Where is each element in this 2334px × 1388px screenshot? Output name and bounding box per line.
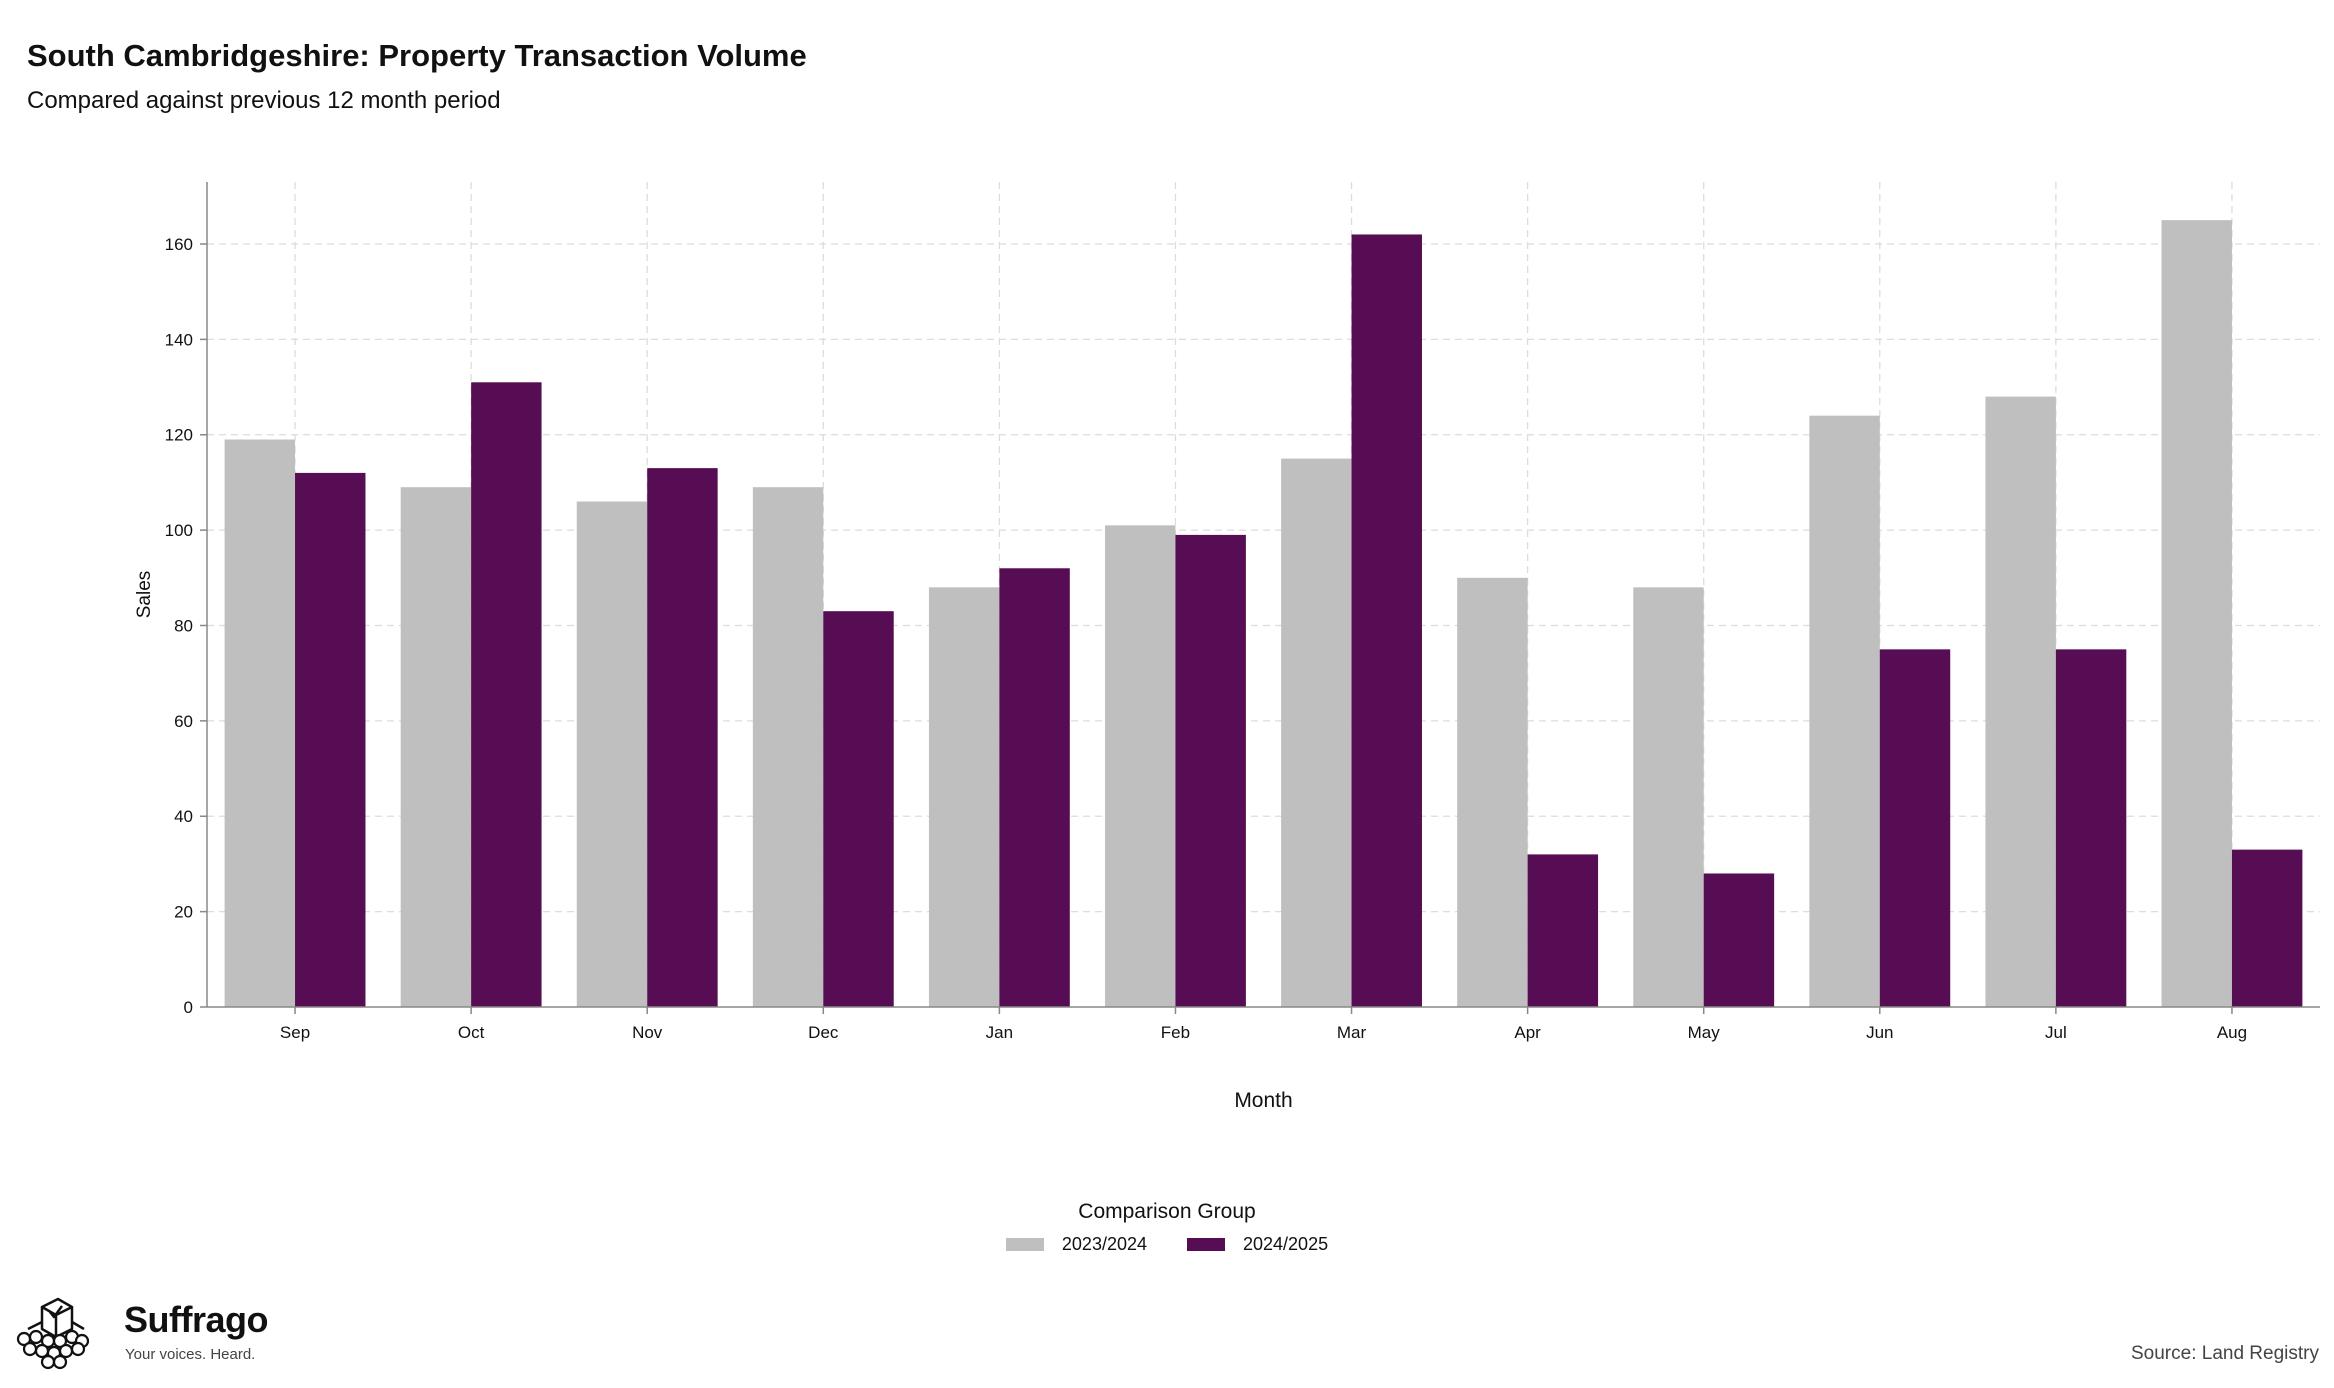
bar [1351,234,1422,1007]
legend: Comparison Group 2023/2024 2024/2025 [0,1200,2334,1255]
bar [2055,649,2127,1007]
bar [2231,849,2303,1007]
bar [1633,587,1704,1007]
bar [576,501,648,1007]
bar [1985,396,2056,1008]
chart-subtitle: Compared against previous 12 month perio… [27,87,501,114]
y-tick-label: 40 [174,807,193,826]
legend-item-2023-2024: 2023/2024 [1005,1234,1147,1255]
x-tick-label: Dec [808,1023,839,1042]
y-tick-label: 0 [184,998,193,1017]
y-tick-label: 140 [165,330,193,349]
y-tick-label: 100 [165,521,193,540]
brand-name: Suffrago [124,1299,269,1340]
x-tick-label: May [1688,1023,1721,1042]
bar [1105,525,1176,1007]
x-tick-label: Sep [280,1023,310,1042]
bar [1703,873,1775,1007]
legend-swatch [1005,1238,1044,1251]
x-axis-title: Month [1234,1089,1292,1112]
bar [823,611,894,1007]
legend-swatch [1187,1238,1225,1251]
source-note: Source: Land Registry [2131,1343,2319,1364]
legend-item-2024-2025: 2024/2025 [1187,1234,1328,1255]
bar [1457,577,1528,1007]
x-tick-label: Nov [632,1023,663,1042]
chart-title: South Cambridgeshire: Property Transacti… [27,38,807,73]
x-tick-label: Mar [1337,1023,1367,1042]
brand-logo: Suffrago Your voices. Heard. [14,1295,274,1375]
bar [928,587,1000,1007]
bar [752,487,824,1008]
bar [1809,415,1880,1007]
x-tick-label: Aug [2217,1023,2247,1042]
legend-label: 2023/2024 [1061,1234,1147,1254]
bar [1527,854,1599,1007]
y-tick-label: 60 [174,712,193,731]
bar [2161,220,2232,1008]
bar [224,439,296,1007]
bar [471,382,542,1007]
x-tick-label: Jun [1866,1023,1893,1042]
bar [1281,458,1352,1007]
ballot-box-icon [16,1297,90,1370]
brand-tagline: Your voices. Heard. [125,1346,256,1363]
legend-title: Comparison Group [1078,1200,1256,1223]
x-tick-label: Feb [1161,1023,1190,1042]
y-axis-title: Sales [134,571,155,619]
bar [647,468,718,1007]
bar [400,487,472,1008]
bar [1175,534,1246,1007]
y-tick-label: 160 [165,235,193,254]
x-tick-label: Apr [1514,1023,1541,1042]
bar [1879,649,1951,1007]
legend-label: 2024/2025 [1243,1234,1329,1254]
x-tick-label: Oct [458,1023,485,1042]
bar [295,472,366,1007]
y-tick-label: 120 [165,426,193,445]
x-tick-label: Jul [2045,1023,2067,1042]
x-tick-label: Jan [986,1023,1013,1042]
y-tick-label: 20 [174,903,193,922]
bar [999,568,1070,1007]
y-tick-label: 80 [174,616,193,635]
